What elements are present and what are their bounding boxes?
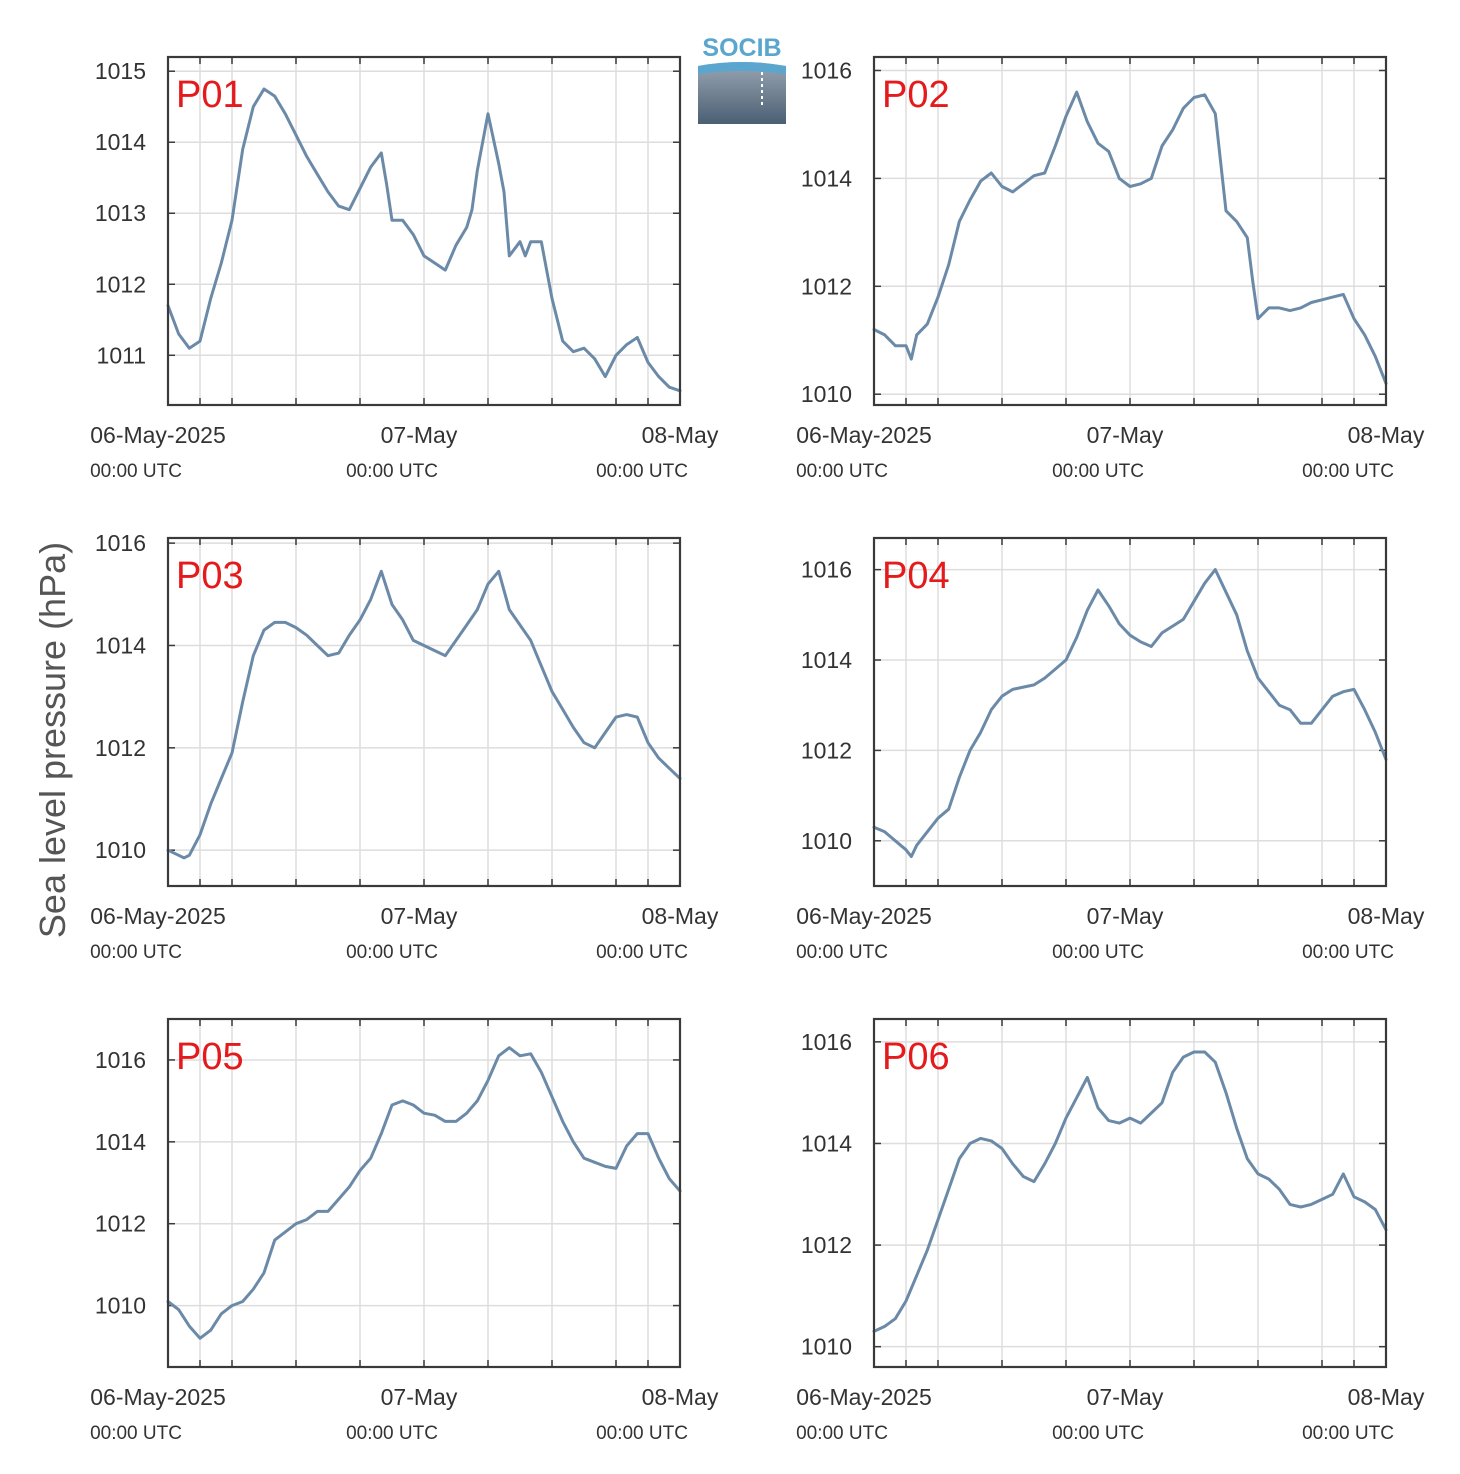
axes-frame <box>872 1017 1388 1369</box>
x-tick-sublabel: 00:00 UTC <box>90 942 182 963</box>
axes-frame <box>166 1017 682 1369</box>
x-tick-sublabel: 00:00 UTC <box>796 461 888 482</box>
x-tick-sublabel: 00:00 UTC <box>796 942 888 963</box>
y-tick-label: 1014 <box>95 129 146 155</box>
logo-water-icon <box>698 62 786 124</box>
axes-frame <box>872 55 1388 407</box>
panel-label: P05 <box>176 1036 244 1078</box>
x-tick-sublabel: 00:00 UTC <box>796 1423 888 1444</box>
y-tick-label: 1016 <box>801 57 852 83</box>
y-tick-label: 1016 <box>801 557 852 583</box>
y-tick-label: 1012 <box>801 737 852 763</box>
x-tick-sublabel: 00:00 UTC <box>1052 942 1144 963</box>
panel-label: P04 <box>882 555 950 597</box>
y-tick-label: 1010 <box>95 1293 146 1319</box>
x-tick-sublabel: 00:00 UTC <box>596 942 688 963</box>
x-tick-sublabel: 00:00 UTC <box>1302 461 1394 482</box>
x-tick-label: 06-May-2025 <box>90 422 226 448</box>
y-tick-label: 1010 <box>801 381 852 407</box>
x-tick-label: 08-May <box>1348 422 1425 448</box>
y-tick-label: 1012 <box>95 271 146 297</box>
y-tick-label: 1011 <box>97 342 146 368</box>
panel-label: P02 <box>882 74 950 116</box>
chart-panel-p01: 1011 1012 1013 1014 1015 06-May-2025 00:00 UTC… <box>90 55 719 482</box>
y-axis-label: Sea level pressure (hPa) <box>32 542 73 938</box>
x-tick-sublabel: 00:00 UTC <box>596 1423 688 1444</box>
x-tick-label: 08-May <box>1348 903 1425 929</box>
x-tick-sublabel: 00:00 UTC <box>90 461 182 482</box>
x-tick-label: 08-May <box>642 422 719 448</box>
x-tick-sublabel: 00:00 UTC <box>596 461 688 482</box>
x-tick-label: 07-May <box>381 1384 458 1410</box>
chart-panel-p05: 1010 1012 1014 1016 06-May-2025 00:00 UTC 07-M… <box>90 1017 719 1444</box>
panel-label: P01 <box>176 74 244 116</box>
x-tick-label: 08-May <box>1348 1384 1425 1410</box>
y-tick-label: 1016 <box>95 1047 146 1073</box>
y-tick-label: 1014 <box>801 1130 852 1156</box>
panel-label: P06 <box>882 1036 950 1078</box>
panels: 1011 1012 1013 1014 1015 06-May-2025 00:00 UTC… <box>90 55 1425 1444</box>
axes-frame <box>166 55 682 407</box>
x-tick-sublabel: 00:00 UTC <box>1052 1423 1144 1444</box>
series-line <box>872 1050 1388 1333</box>
x-tick-label: 07-May <box>381 903 458 929</box>
x-tick-label: 08-May <box>642 903 719 929</box>
x-tick-label: 07-May <box>381 422 458 448</box>
y-tick-label: 1010 <box>95 837 146 863</box>
x-tick-label: 07-May <box>1087 422 1164 448</box>
y-tick-label: 1014 <box>95 1129 146 1155</box>
axes-frame <box>872 536 1388 888</box>
y-tick-label: 1010 <box>801 1334 852 1360</box>
series-line <box>166 1046 682 1340</box>
chart-panel-p06: 1010 1012 1014 1016 06-May-2025 00:00 UTC 07-M… <box>796 1017 1425 1444</box>
x-tick-label: 08-May <box>642 1384 719 1410</box>
x-tick-label: 07-May <box>1087 1384 1164 1410</box>
series-line <box>872 568 1388 859</box>
y-tick-label: 1014 <box>95 632 146 658</box>
socib-logo: SOCIB <box>698 34 786 124</box>
y-tick-label: 1015 <box>95 58 146 84</box>
y-tick-label: 1012 <box>95 1211 146 1237</box>
chart-panel-p03: 1010 1012 1014 1016 06-May-2025 00:00 UTC 07-M… <box>90 530 719 963</box>
y-tick-label: 1014 <box>801 165 852 191</box>
chart-panel-p04: 1010 1012 1014 1016 06-May-2025 00:00 UTC 07-M… <box>796 536 1425 963</box>
x-tick-sublabel: 00:00 UTC <box>1052 461 1144 482</box>
x-tick-label: 07-May <box>1087 903 1164 929</box>
y-tick-label: 1012 <box>95 735 146 761</box>
x-tick-label: 06-May-2025 <box>796 1384 932 1410</box>
y-tick-label: 1014 <box>801 647 852 673</box>
series-line <box>166 87 682 393</box>
x-tick-sublabel: 00:00 UTC <box>346 942 438 963</box>
series-line <box>872 90 1388 385</box>
x-tick-label: 06-May-2025 <box>90 903 226 929</box>
chart-panel-p02: 1010 1012 1014 1016 06-May-2025 00:00 UTC 07-M… <box>796 55 1425 482</box>
x-tick-label: 06-May-2025 <box>90 1384 226 1410</box>
x-tick-sublabel: 00:00 UTC <box>346 461 438 482</box>
y-tick-label: 1012 <box>801 1232 852 1258</box>
x-tick-sublabel: 00:00 UTC <box>346 1423 438 1444</box>
panel-label: P03 <box>176 555 244 597</box>
y-tick-label: 1013 <box>95 200 146 226</box>
y-tick-label: 1010 <box>801 828 852 854</box>
logo-wave-icon <box>698 62 786 74</box>
x-tick-sublabel: 00:00 UTC <box>90 1423 182 1444</box>
x-tick-sublabel: 00:00 UTC <box>1302 942 1394 963</box>
y-tick-label: 1016 <box>95 530 146 556</box>
logo-text: SOCIB <box>702 34 781 62</box>
y-tick-label: 1012 <box>801 273 852 299</box>
x-tick-label: 06-May-2025 <box>796 422 932 448</box>
series-line <box>166 569 682 860</box>
y-tick-label: 1016 <box>801 1029 852 1055</box>
x-tick-label: 06-May-2025 <box>796 903 932 929</box>
axes-frame <box>166 536 682 888</box>
x-tick-sublabel: 00:00 UTC <box>1302 1423 1394 1444</box>
